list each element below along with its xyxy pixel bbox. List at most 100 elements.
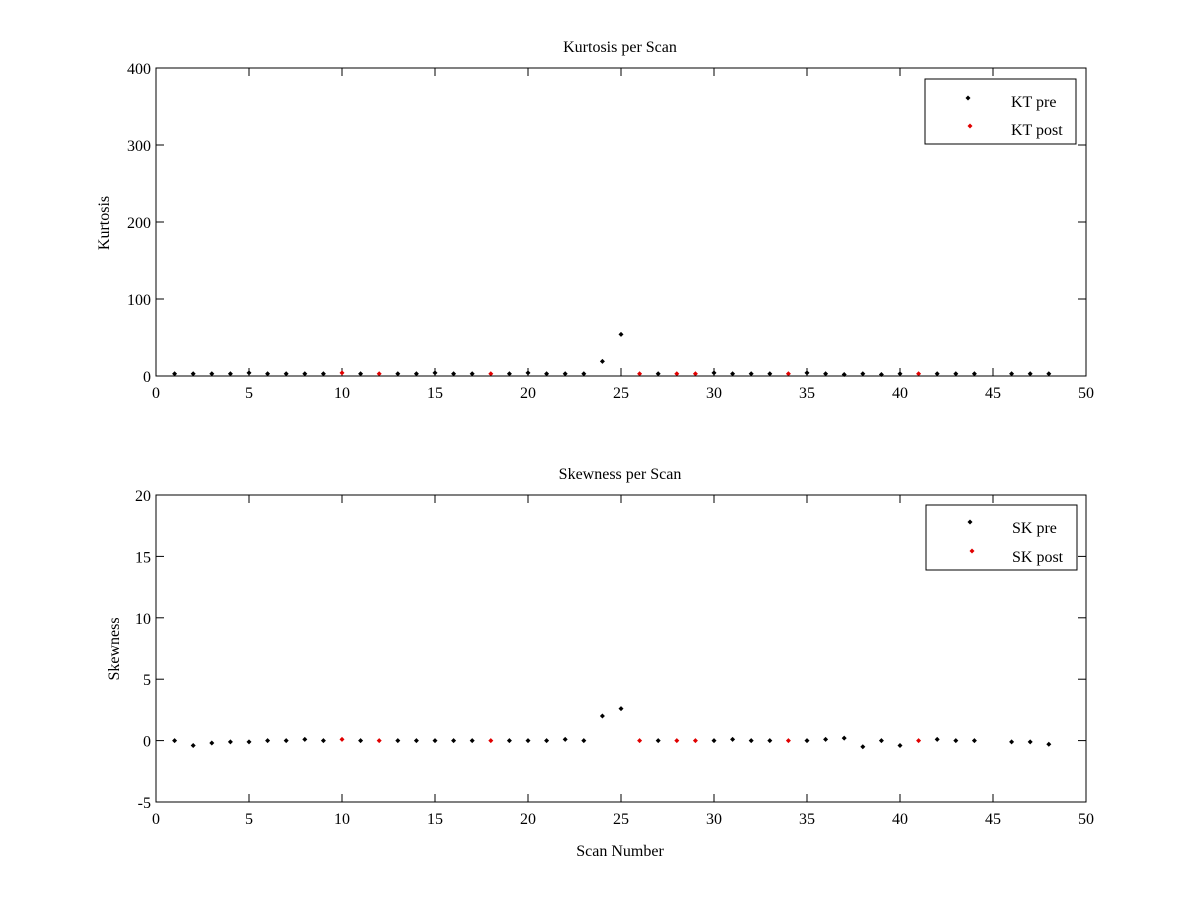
kurtosis-post-point (674, 371, 680, 377)
skewness-pre-point (655, 738, 661, 744)
skewness-legend: SK pre SK post (925, 504, 1078, 571)
skewness-pre-point (767, 738, 773, 744)
kurtosis-post-point (692, 371, 698, 377)
skewness-pre-point (246, 739, 252, 745)
skewness-points (172, 706, 1052, 750)
skewness-post-point (339, 736, 345, 742)
skewness-pre-point (823, 736, 829, 742)
skewness-xtick-label: 20 (520, 811, 536, 828)
skewness-pre-point (730, 736, 736, 742)
kurtosis-subplot: Kurtosis per Scan Kurtosis 0 5 10 15 20 25 30 3… (96, 39, 1094, 402)
skewness-axes-box (155, 494, 1087, 803)
skewness-pre-point (953, 738, 959, 744)
kurtosis-ytick-label: 400 (127, 61, 151, 78)
skewness-pre-point (971, 738, 977, 744)
kurtosis-xtick-label: 35 (799, 385, 815, 402)
skewness-pre-point (395, 738, 401, 744)
kurtosis-pre-point (953, 371, 959, 377)
kurtosis-pre-point (971, 371, 977, 377)
skewness-ytick-label: 15 (135, 549, 151, 566)
skewness-legend-label-post: SK post (1012, 549, 1064, 566)
kurtosis-ylabel: Kurtosis (96, 196, 113, 250)
kurtosis-pre-point (190, 371, 196, 377)
skewness-post-point (488, 738, 494, 744)
skewness-pre-point (748, 738, 754, 744)
kurtosis-pre-point (655, 371, 661, 377)
kurtosis-post-point (916, 371, 922, 377)
kurtosis-post-point (785, 371, 791, 377)
kurtosis-ytick-label: 100 (127, 292, 151, 309)
kurtosis-pre-point (525, 370, 531, 376)
skewness-xtick-label: 15 (427, 811, 443, 828)
kurtosis-pre-point (1027, 371, 1033, 377)
skewness-pre-point (599, 713, 605, 719)
kurtosis-pre-point (506, 371, 512, 377)
kurtosis-pre-point (209, 371, 215, 377)
skewness-ylabel: Skewness (106, 617, 123, 680)
skewness-pre-point (358, 738, 364, 744)
kurtosis-post-point (339, 370, 345, 376)
skewness-pre-point (1046, 741, 1052, 747)
kurtosis-xtick-label: 30 (706, 385, 722, 402)
kurtosis-xtick-label: 5 (245, 385, 253, 402)
skewness-post-point (674, 738, 680, 744)
kurtosis-legend-box (924, 78, 1077, 145)
kurtosis-pre-point (730, 371, 736, 377)
kurtosis-xtick-label: 0 (152, 385, 160, 402)
kurtosis-xtick-label: 40 (892, 385, 908, 402)
skewness-pre-point (544, 738, 550, 744)
kurtosis-pre-point (581, 371, 587, 377)
skewness-xlabel: Scan Number (576, 843, 664, 860)
kurtosis-pre-point (469, 371, 475, 377)
kurtosis-legend-marker-post (967, 123, 973, 129)
kurtosis-pre-point (1009, 371, 1015, 377)
skewness-post-point (916, 738, 922, 744)
kurtosis-xtick-label: 10 (334, 385, 350, 402)
kurtosis-pre-point (804, 370, 810, 376)
skewness-pre-point (209, 740, 215, 746)
skewness-pre-point (432, 738, 438, 744)
kurtosis-pre-point (1046, 371, 1052, 377)
skewness-post-point (785, 738, 791, 744)
skewness-pre-point (878, 738, 884, 744)
kurtosis-points (172, 331, 1052, 377)
skewness-legend-marker-pre (967, 519, 973, 525)
kurtosis-legend-marker-pre (965, 95, 971, 101)
kurtosis-ytick-label: 0 (143, 369, 151, 386)
kurtosis-xtick-label: 50 (1078, 385, 1094, 402)
skewness-xtick-label: 25 (613, 811, 629, 828)
skewness-post-point (692, 738, 698, 744)
skewness-ytick-label: 20 (135, 488, 151, 505)
kurtosis-pre-point (618, 331, 624, 337)
skewness-xtick-label: 30 (706, 811, 722, 828)
skewness-pre-point (190, 743, 196, 749)
kurtosis-xtick-label: 25 (613, 385, 629, 402)
kurtosis-pre-point (748, 371, 754, 377)
skewness-xtick-label: 35 (799, 811, 815, 828)
skewness-xtick-label: 5 (245, 811, 253, 828)
kurtosis-xtick-label: 15 (427, 385, 443, 402)
skewness-post-point (637, 738, 643, 744)
kurtosis-pre-point (451, 371, 457, 377)
skewness-pre-point (525, 738, 531, 744)
skewness-pre-point (860, 744, 866, 750)
kurtosis-pre-point (265, 371, 271, 377)
skewness-pre-point (618, 706, 624, 712)
kurtosis-pre-point (599, 358, 605, 364)
skewness-pre-point (1009, 739, 1015, 745)
skewness-title: Skewness per Scan (559, 466, 682, 483)
kurtosis-legend-label-pre: KT pre (1011, 94, 1056, 111)
skewness-pre-point (1027, 739, 1033, 745)
kurtosis-title: Kurtosis per Scan (563, 39, 677, 56)
skewness-xtick-label: 45 (985, 811, 1001, 828)
kurtosis-pre-point (320, 371, 326, 377)
kurtosis-post-point (488, 371, 494, 377)
kurtosis-legend: KT pre KT post (924, 78, 1077, 145)
skewness-ytick-label: -5 (138, 795, 151, 812)
kurtosis-pre-point (246, 370, 252, 376)
kurtosis-pre-point (823, 371, 829, 377)
skewness-pre-point (320, 738, 326, 744)
kurtosis-pre-point (934, 371, 940, 377)
